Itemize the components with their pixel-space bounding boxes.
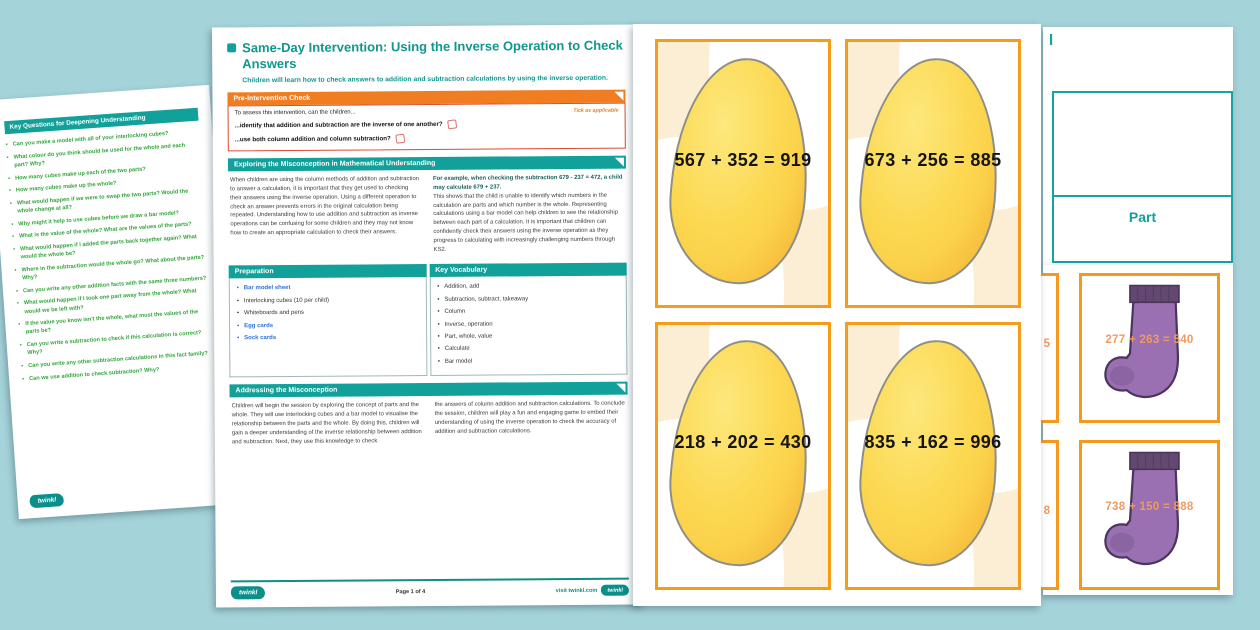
egg-graphic [852,52,1008,289]
exploring-example: For example, when checking the subtracti… [433,174,623,191]
preparation-item: Whiteboards and pens [237,309,419,318]
exploring-misconception-section: Exploring the Misconception in Mathemati… [227,155,627,259]
vocabulary-item: Calculate [438,345,620,354]
bar-model-table: Part [1052,91,1233,263]
visit-twinkl-link[interactable]: visit twinkl.com twinkl [555,584,629,597]
egg-card: 673 + 256 = 885 [845,39,1021,308]
checklist-item-label: ...use both column addition and column s… [234,135,391,144]
sock-equation: 277 + 263 = 540 [1105,334,1194,346]
sock-cards-page: 5 8 277 + 263 = 5 [909,265,1233,595]
pre-intervention-intro: To assess this intervention, can the chi… [234,109,356,117]
sock-graphic [1103,451,1180,566]
egg-graphic [662,52,818,289]
egg-card: 835 + 162 = 996 [845,321,1021,590]
addressing-column-2: the answers of column addition and subtr… [434,400,625,435]
pre-intervention-header-label: Pre-Intervention Check [233,94,311,103]
egg-card: 218 + 202 = 430 [655,321,831,590]
preparation-item[interactable]: Sock cards [237,334,419,343]
checkbox-icon[interactable] [395,133,406,144]
vocabulary-header: Key Vocabulary [429,262,627,277]
page-title: Same-Day Intervention: Using the Inverse… [242,37,623,72]
exploring-header-label: Exploring the Misconception in Mathemati… [233,159,436,169]
intervention-document: Same-Day Intervention: Using the Inverse… [211,24,645,608]
sock-equation: 738 + 150 = 888 [1105,501,1194,513]
checklist-item-label: ...identify that addition and subtractio… [234,120,443,130]
checkbox-icon[interactable] [447,119,458,130]
addressing-header-label: Addressing the Misconception [235,386,338,395]
exploring-column-1: When children are using the column metho… [230,176,420,237]
twinkl-logo: twinkl [230,586,266,600]
addressing-misconception-section: Addressing the Misconception Children wi… [229,381,628,449]
preparation-list: Bar model sheet Interlocking cubes (10 p… [228,276,427,378]
sock-graphic [1103,284,1180,399]
sock-equation-partial: 5 [1043,338,1050,350]
bar-model-page: l Part [1043,27,1233,267]
document-footer: twinkl Page 1 of 4 visit twinkl.com twin… [230,577,629,600]
addressing-column-1: Children will begin the session by explo… [231,402,422,445]
pre-intervention-section: Pre-Intervention Check To assess this in… [227,89,626,152]
sock-equation-partial: 8 [1043,505,1050,517]
page-number: Page 1 of 4 [395,588,426,595]
vocabulary-item: Column [437,308,619,317]
visit-twinkl-label: visit twinkl.com [555,587,598,594]
egg-equation: 567 + 352 = 919 [674,149,812,170]
page-curl-icon [616,383,626,393]
vocabulary-item: Inverse, operation [438,320,620,329]
preparation-item[interactable]: Egg cards [237,322,419,331]
vocabulary-item: Bar model [438,357,620,366]
exploring-column-2: This shows that the child is unable to i… [433,192,618,253]
key-questions-list: Can you make a model with all of your in… [6,128,216,384]
twinkl-stamp-logo: twinkl [601,584,629,596]
bar-model-whole-box [1054,93,1231,197]
sock-card: 738 + 150 = 888 [1079,440,1220,590]
vocabulary-item: Part, whole, value [438,333,620,342]
title-square-icon [227,43,237,53]
bar-model-partial-title: l [1049,32,1054,49]
sock-card: 277 + 263 = 540 [1079,273,1220,423]
egg-graphic [852,334,1008,572]
bar-model-part-label: Part [1128,209,1157,225]
preparation-item[interactable]: Bar model sheet [237,284,419,293]
checklist-item: ...identify that addition and subtractio… [235,119,619,131]
checklist: ...identify that addition and subtractio… [235,119,619,145]
page-subtitle: Children will learn how to check answers… [242,74,608,84]
exploring-header: Exploring the Misconception in Mathemati… [227,155,626,172]
egg-card: 567 + 352 = 919 [655,39,831,308]
egg-equation: 218 + 202 = 430 [674,432,812,453]
vocabulary-item: Subtraction, subtract, takeaway [437,295,619,304]
preparation-header: Preparation [228,263,427,279]
preparation-item: Interlocking cubes (10 per child) [237,297,419,306]
preparation-vocabulary-table: Preparation Bar model sheet Interlocking… [228,262,628,378]
vocabulary-item: Addition, add [437,283,619,292]
egg-equation: 673 + 256 = 885 [864,149,1002,170]
addressing-header: Addressing the Misconception [229,381,628,398]
egg-equation: 835 + 162 = 996 [864,432,1002,453]
key-questions-page: Key Questions for Deepening Understandin… [0,84,239,520]
egg-graphic [662,334,818,572]
page-curl-icon [614,157,624,167]
tick-as-applicable-note: Tick as applicable [573,107,619,114]
vocabulary-list: Addition, add Subtraction, subtract, tak… [429,275,628,377]
pre-intervention-header: Pre-Intervention Check [227,89,626,106]
egg-cards-page: 567 + 352 = 919 673 + 256 = 885 218 + 20… [633,24,1041,606]
page-curl-icon [614,91,624,101]
checklist-item: ...use both column addition and column s… [235,133,619,145]
twinkl-logo: twinkl [29,492,65,509]
